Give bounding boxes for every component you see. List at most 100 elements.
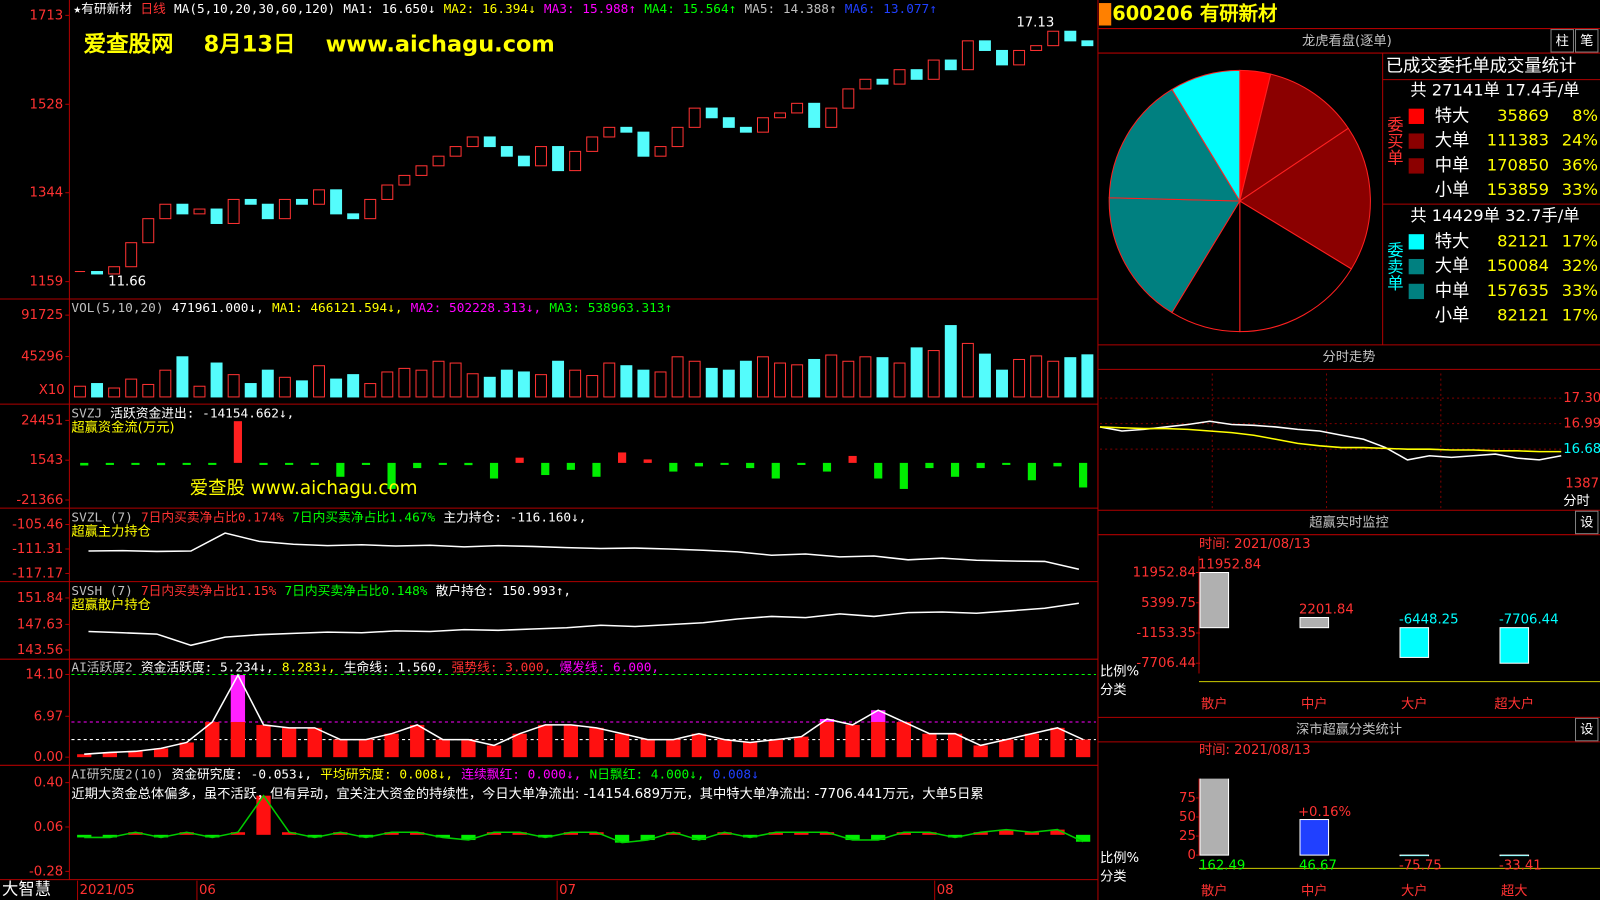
candle (1030, 45, 1043, 51)
y-tick-label: 151.84 (17, 591, 63, 606)
x-date-label: 08 (937, 883, 954, 898)
category-bar (1399, 627, 1430, 658)
activity-bar (743, 742, 758, 758)
volume-bar (1081, 354, 1094, 398)
volume-bar (774, 362, 787, 398)
flow-bar (489, 462, 499, 479)
activity-bar (358, 739, 374, 758)
flow-bar (182, 462, 191, 465)
candle (227, 198, 240, 224)
pie-slice (1108, 88, 1241, 202)
legend-item: VOL(5,10,20) (71, 301, 163, 316)
research-bar (973, 832, 988, 835)
flow-bar (156, 462, 166, 466)
toggle-button[interactable]: 柱 (1550, 29, 1574, 53)
panel-subtitle: 超赢资金流(万元) (71, 419, 174, 436)
y-tick-label: 0 (1187, 848, 1195, 863)
research-bar (486, 832, 502, 835)
flow-bar (925, 462, 934, 469)
activity-bar-base (1075, 739, 1091, 758)
bars (1199, 778, 1530, 857)
volume-bar (1013, 358, 1026, 398)
research-bar (1024, 832, 1040, 835)
candle (825, 107, 838, 128)
y-tick-label: 75 (1179, 791, 1196, 806)
volume-bar (295, 380, 308, 398)
row-percent: 36% (1562, 155, 1598, 174)
row-percent: 33% (1562, 180, 1598, 199)
research-bar (384, 832, 399, 835)
candle (517, 155, 530, 167)
research-bar (845, 834, 860, 841)
volume-bar (1064, 357, 1077, 398)
value-label: 46.67 (1299, 858, 1337, 873)
candle (569, 150, 582, 172)
color-swatch (1408, 258, 1424, 275)
activity-bar-base (871, 721, 886, 758)
research-bar (230, 832, 246, 835)
research-bar (947, 834, 963, 838)
activity-bar-base (794, 736, 809, 758)
volume-bar (91, 383, 104, 398)
volume-bar (73, 385, 86, 398)
activity-bar-base (768, 739, 783, 758)
activity-bar-base (102, 752, 117, 758)
legend-item: 日线 (140, 2, 166, 17)
candle (688, 107, 701, 128)
candle (500, 146, 513, 157)
candle (1064, 30, 1077, 42)
settings-button[interactable]: 设 (1575, 510, 1599, 535)
activity-bar-base (153, 748, 169, 758)
research-bar (205, 834, 220, 838)
legend-item: MA2: 16.394↓ (444, 2, 536, 17)
candle (381, 184, 394, 200)
candle (961, 40, 974, 71)
research-bar (256, 795, 271, 835)
pie-slice (1238, 73, 1349, 203)
legend-item: 平均研究度: 0.008↓, (320, 766, 453, 782)
panel-legend: AI活跃度2 资金活跃度: 5.234↓, 8.283↓, 生命线: 1.560, 强势… (71, 659, 659, 675)
value-label: -75.75 (1399, 858, 1442, 873)
legend-item: 7日内买卖净占比0.174% (141, 509, 284, 525)
settings-button[interactable]: 设 (1575, 717, 1599, 742)
research-bar (640, 834, 655, 841)
flow-bar (797, 462, 806, 465)
button-label: 柱 (1556, 33, 1569, 49)
candle (483, 136, 496, 148)
category-label: 散户 (1201, 695, 1228, 712)
category-bar (1499, 854, 1530, 857)
flow-bar (361, 462, 371, 465)
research-bar (922, 832, 937, 835)
activity-bar (307, 727, 322, 758)
toggle-button[interactable]: 笔 (1575, 29, 1599, 53)
research-bar (358, 834, 374, 838)
activity-bar-base (640, 739, 655, 758)
activity-bar (691, 733, 707, 758)
activity-bar-base (179, 742, 194, 758)
activity-bar-base (77, 754, 92, 758)
color-swatch (1408, 108, 1424, 124)
activity-bar (256, 724, 271, 758)
volume-bar (876, 357, 889, 398)
color-swatch (1408, 308, 1424, 324)
flow-bar (131, 462, 140, 465)
legend-item: AI研究度2(10) (71, 766, 163, 782)
flow-bar (848, 455, 857, 463)
candle (1047, 30, 1060, 47)
candle (244, 198, 257, 205)
research-bar (538, 834, 553, 838)
activity-bar (461, 739, 476, 758)
y-tick-label: 45296 (21, 350, 63, 365)
legend-item: MA5: 14.388↑ (745, 2, 837, 17)
row-label: 特大 (1435, 106, 1470, 126)
volume-bar (552, 360, 565, 398)
volume-bar (517, 371, 530, 398)
candle (910, 69, 923, 80)
legend-item: MA1: 466121.594↓, (272, 301, 403, 316)
candle (398, 174, 411, 186)
activity-bar-base (1024, 733, 1040, 758)
pie-slice (1108, 197, 1241, 314)
activity-bar (973, 745, 988, 758)
volume-bar (944, 325, 957, 398)
